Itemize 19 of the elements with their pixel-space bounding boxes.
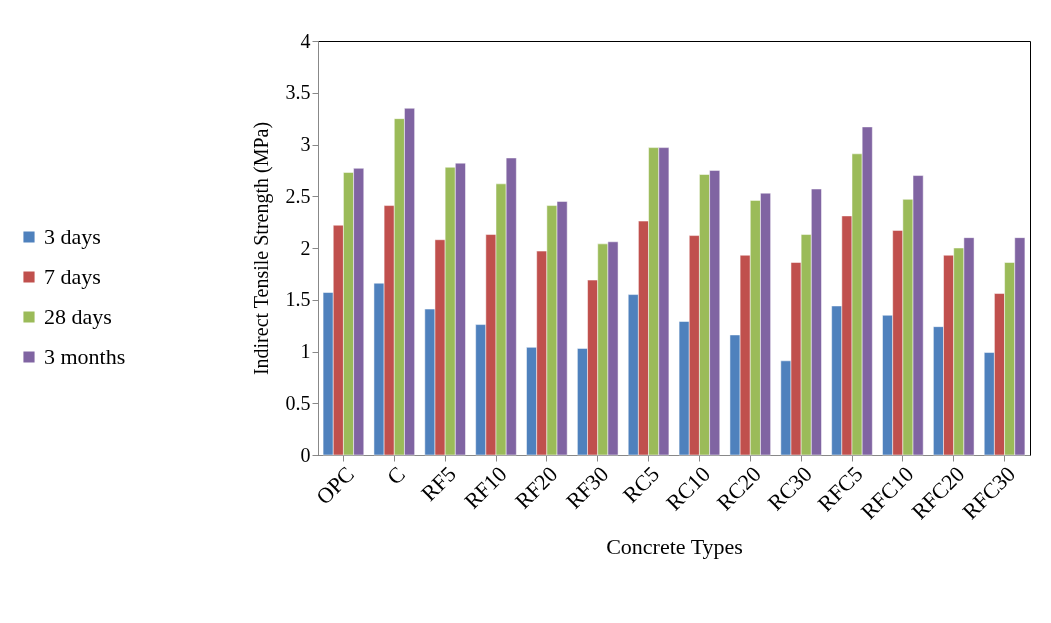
legend-label: 7 days (44, 264, 101, 289)
y-tick-label: 2.5 (285, 184, 311, 207)
y-tick-label: 2 (300, 236, 311, 259)
legend-label: 3 months (44, 344, 126, 369)
y-tick-label: 0 (300, 443, 311, 466)
y-tick-label: 4 (300, 29, 311, 52)
x-tick-label: RF5 (416, 461, 461, 506)
y-tick-label: 0.5 (285, 391, 311, 414)
y-axis-title: Indirect Tensile Strength (MPa) (249, 121, 273, 376)
y-tick-label: 3.5 (285, 81, 311, 104)
y-tick-label: 1 (300, 340, 311, 362)
x-tick-label: RC5 (617, 461, 665, 508)
legend-label: 3 days (44, 224, 101, 249)
legend-label: 28 days (44, 304, 112, 329)
y-tick-label: 1.5 (285, 288, 311, 311)
y-tick-label: 3 (300, 133, 311, 155)
x-tick-label: OPC (311, 461, 359, 510)
x-axis-title: Concrete Types (606, 534, 743, 560)
x-tick-label: C (381, 461, 410, 490)
